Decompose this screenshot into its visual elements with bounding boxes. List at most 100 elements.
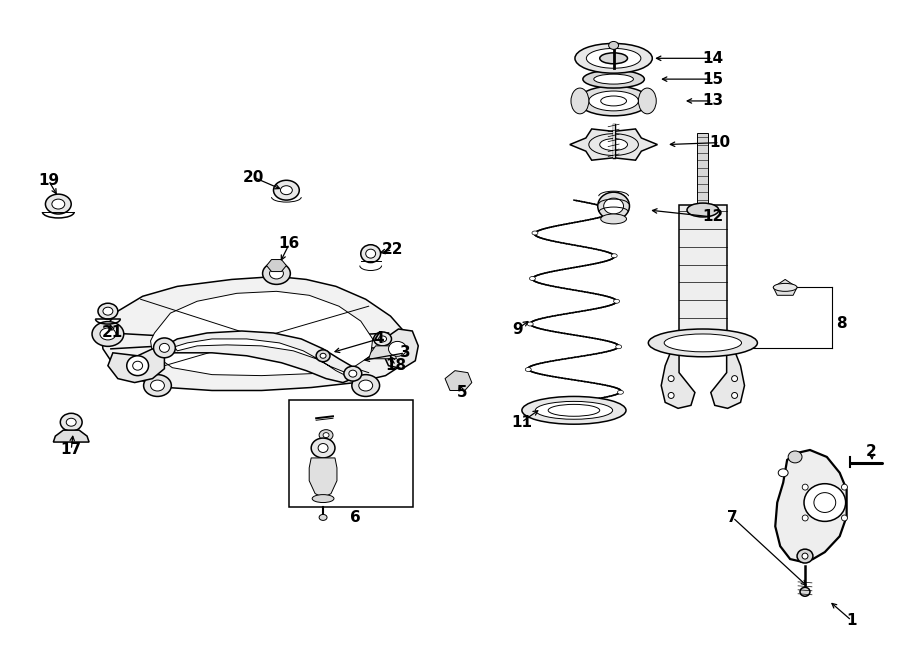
Text: 7: 7 <box>727 510 738 525</box>
Ellipse shape <box>617 390 624 394</box>
Text: 16: 16 <box>279 236 300 251</box>
Ellipse shape <box>127 356 148 375</box>
Ellipse shape <box>800 588 810 596</box>
Ellipse shape <box>311 438 335 458</box>
Polygon shape <box>53 430 89 442</box>
Ellipse shape <box>274 180 300 200</box>
Ellipse shape <box>614 299 619 303</box>
Ellipse shape <box>802 553 808 559</box>
Text: 12: 12 <box>702 210 724 225</box>
Polygon shape <box>570 129 657 160</box>
Polygon shape <box>711 346 744 408</box>
Ellipse shape <box>578 86 649 116</box>
Text: 8: 8 <box>836 315 847 330</box>
Ellipse shape <box>583 70 644 88</box>
Ellipse shape <box>144 375 171 397</box>
Polygon shape <box>369 346 397 359</box>
Text: 18: 18 <box>385 358 406 373</box>
Ellipse shape <box>320 430 333 441</box>
Ellipse shape <box>575 44 652 73</box>
Ellipse shape <box>529 276 535 280</box>
Ellipse shape <box>687 203 719 217</box>
Ellipse shape <box>668 393 674 399</box>
Ellipse shape <box>599 53 627 63</box>
Ellipse shape <box>92 321 124 346</box>
Ellipse shape <box>60 413 82 431</box>
Ellipse shape <box>589 91 638 111</box>
Ellipse shape <box>522 397 626 424</box>
Ellipse shape <box>67 418 76 426</box>
Ellipse shape <box>52 199 65 209</box>
Ellipse shape <box>608 208 615 212</box>
Text: 15: 15 <box>702 71 724 87</box>
Ellipse shape <box>45 194 71 214</box>
Text: 20: 20 <box>243 170 265 185</box>
Ellipse shape <box>320 514 327 520</box>
Ellipse shape <box>668 375 674 381</box>
Polygon shape <box>382 329 418 369</box>
Polygon shape <box>150 292 373 375</box>
Ellipse shape <box>842 515 848 521</box>
Ellipse shape <box>320 354 326 358</box>
Ellipse shape <box>788 451 802 463</box>
Text: 9: 9 <box>512 321 523 336</box>
Ellipse shape <box>100 328 116 340</box>
Ellipse shape <box>323 433 329 438</box>
Polygon shape <box>662 346 695 408</box>
Text: 1: 1 <box>846 613 857 628</box>
Ellipse shape <box>527 322 533 326</box>
Ellipse shape <box>611 254 617 258</box>
Ellipse shape <box>600 96 626 106</box>
Ellipse shape <box>318 444 328 453</box>
Polygon shape <box>158 331 356 383</box>
Ellipse shape <box>159 344 169 352</box>
Ellipse shape <box>732 393 738 399</box>
Ellipse shape <box>664 334 742 352</box>
Ellipse shape <box>594 74 634 84</box>
Ellipse shape <box>608 42 618 50</box>
Ellipse shape <box>586 48 641 68</box>
Polygon shape <box>266 260 286 272</box>
Ellipse shape <box>389 342 407 356</box>
Ellipse shape <box>773 284 797 292</box>
Bar <box>698 133 708 207</box>
Ellipse shape <box>98 303 118 319</box>
Ellipse shape <box>802 515 808 521</box>
Ellipse shape <box>312 494 334 502</box>
Ellipse shape <box>103 307 112 315</box>
Ellipse shape <box>132 362 142 370</box>
Ellipse shape <box>802 484 808 490</box>
Ellipse shape <box>352 375 380 397</box>
Polygon shape <box>101 276 410 391</box>
Ellipse shape <box>804 484 846 522</box>
Ellipse shape <box>150 380 165 391</box>
Polygon shape <box>108 349 165 383</box>
Ellipse shape <box>316 350 330 362</box>
Ellipse shape <box>532 231 538 235</box>
Polygon shape <box>310 458 337 498</box>
Text: 22: 22 <box>382 242 403 257</box>
Ellipse shape <box>361 245 381 262</box>
Ellipse shape <box>359 380 373 391</box>
Ellipse shape <box>344 366 362 381</box>
Ellipse shape <box>778 469 788 477</box>
Bar <box>680 205 726 346</box>
Text: 21: 21 <box>103 325 123 340</box>
Ellipse shape <box>349 370 356 377</box>
Ellipse shape <box>732 375 738 381</box>
Ellipse shape <box>814 492 836 512</box>
Text: 3: 3 <box>400 345 410 360</box>
Polygon shape <box>445 371 472 391</box>
Bar <box>290 401 413 508</box>
Ellipse shape <box>648 329 758 357</box>
Ellipse shape <box>616 345 622 349</box>
Ellipse shape <box>600 214 626 224</box>
Polygon shape <box>175 339 346 375</box>
Text: 17: 17 <box>60 442 82 457</box>
Ellipse shape <box>604 198 624 214</box>
Ellipse shape <box>638 88 656 114</box>
Ellipse shape <box>599 139 627 151</box>
Text: 11: 11 <box>511 414 532 430</box>
Text: 13: 13 <box>702 93 724 108</box>
Ellipse shape <box>598 192 629 220</box>
